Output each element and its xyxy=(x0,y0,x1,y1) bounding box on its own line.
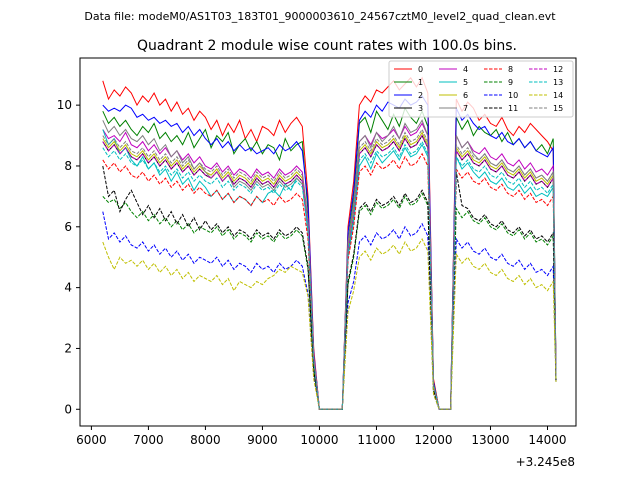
y-axis: 0 2 4 6 8 10 xyxy=(57,98,80,416)
x-tick-label: 14000 xyxy=(528,433,566,447)
x-tick-label: 13000 xyxy=(471,433,509,447)
y-tick-label: 10 xyxy=(57,98,72,112)
legend-box xyxy=(388,60,574,118)
legend-label-5: 5 xyxy=(463,78,468,87)
x-offset-label: +3.245e8 xyxy=(516,455,575,469)
series-layer xyxy=(102,76,557,410)
legend-label-14: 14 xyxy=(553,91,563,100)
legend-label-15: 15 xyxy=(553,104,563,113)
legend-label-6: 6 xyxy=(463,91,468,100)
legend-label-13: 13 xyxy=(553,78,563,87)
legend-label-2: 2 xyxy=(418,91,423,100)
legend-label-9: 9 xyxy=(508,78,513,87)
legend-label-1: 1 xyxy=(418,78,423,87)
plot-frame xyxy=(79,57,577,427)
x-tick-label: 7000 xyxy=(133,433,164,447)
legend-label-8: 8 xyxy=(508,65,513,74)
legend-label-7: 7 xyxy=(463,104,468,113)
x-tick-label: 9000 xyxy=(247,433,278,447)
legend-label-12: 12 xyxy=(553,65,563,74)
y-tick-label: 0 xyxy=(64,402,72,416)
legend-label-4: 4 xyxy=(463,65,468,74)
legend-label-0: 0 xyxy=(418,65,423,74)
x-tick-label: 10000 xyxy=(300,433,338,447)
legend-label-10: 10 xyxy=(508,91,518,100)
series-line-15 xyxy=(102,128,557,410)
x-tick-label: 12000 xyxy=(414,433,452,447)
y-tick-label: 6 xyxy=(64,220,72,234)
chart-title: Quadrant 2 module wise count rates with … xyxy=(137,38,517,54)
y-tick-label: 4 xyxy=(64,281,72,295)
y-tick-label: 2 xyxy=(64,341,72,355)
y-tick-label: 8 xyxy=(64,159,72,173)
legend-label-3: 3 xyxy=(418,104,423,113)
x-tick-label: 6000 xyxy=(76,433,107,447)
x-tick-label: 8000 xyxy=(190,433,221,447)
x-axis: 6000 7000 8000 9000 10000 11000 12000 13000 1400… xyxy=(76,426,567,447)
legend-label-11: 11 xyxy=(508,104,518,113)
series-line-8 xyxy=(102,152,557,410)
chart-suptitle: Data file: modeM0/AS1T03_183T01_90000036… xyxy=(84,10,556,23)
plot-area xyxy=(80,58,576,426)
x-tick-label: 11000 xyxy=(357,433,395,447)
